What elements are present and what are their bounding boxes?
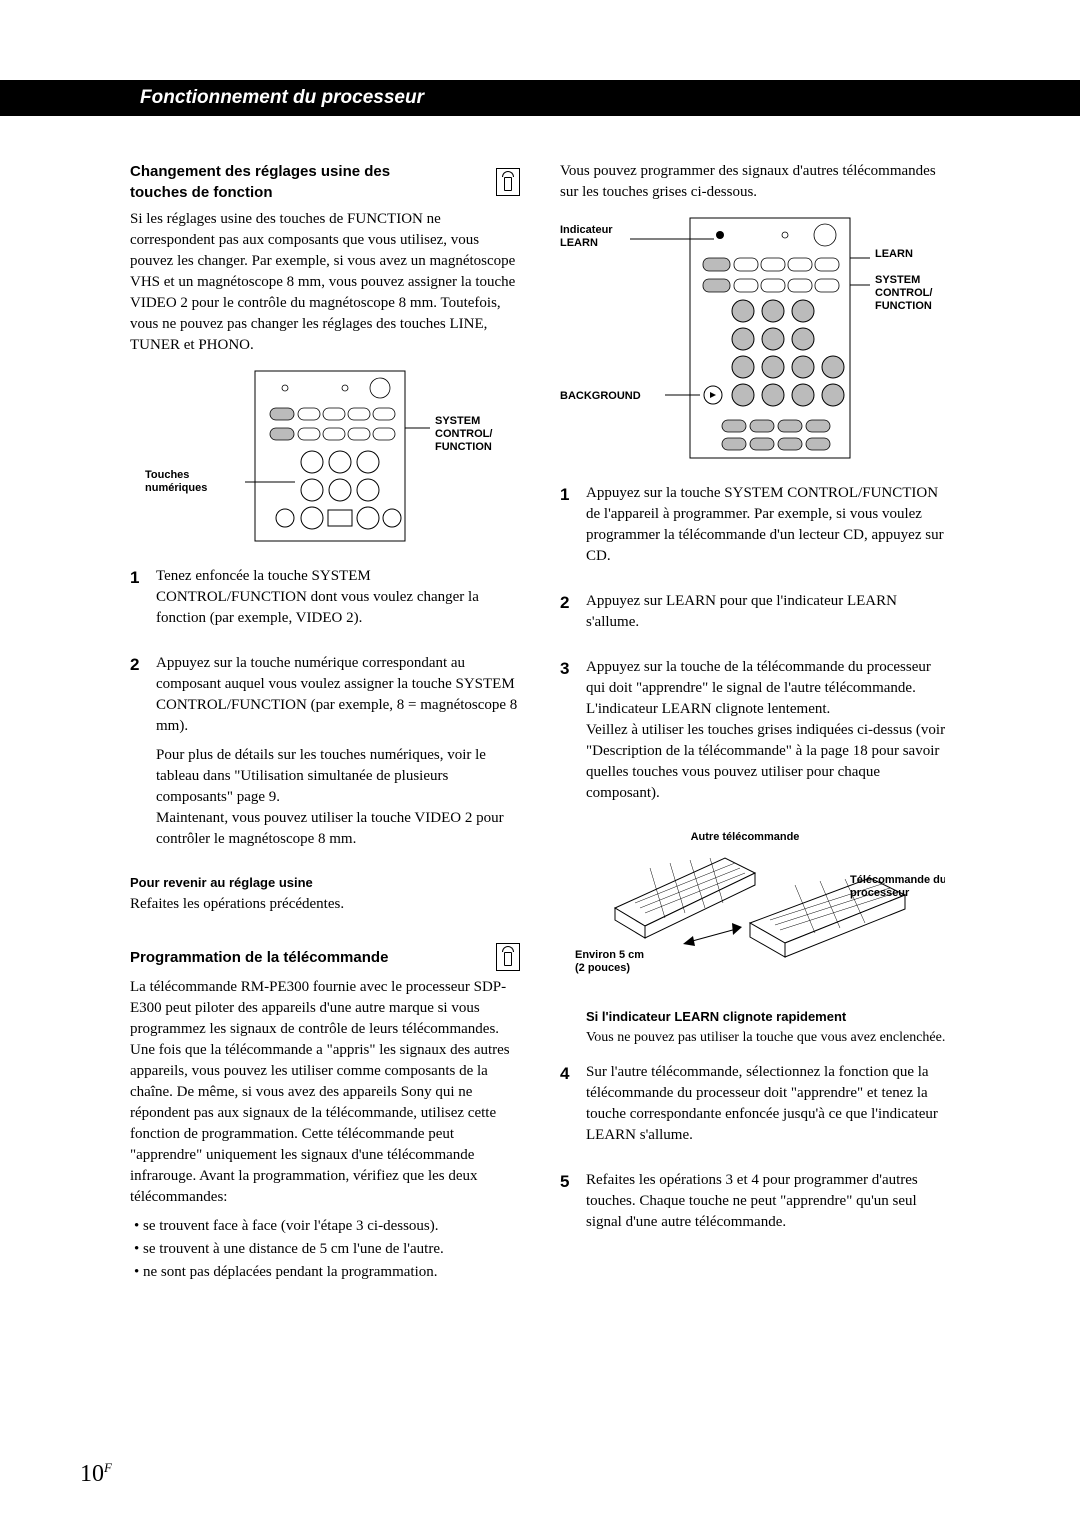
remote-icon bbox=[496, 168, 520, 196]
svg-text:Indicateur: Indicateur bbox=[560, 224, 613, 236]
svg-text:LEARN: LEARN bbox=[560, 237, 598, 249]
label-function: FUNCTION bbox=[435, 441, 492, 453]
svg-text:SYSTEM: SYSTEM bbox=[875, 274, 920, 286]
label-control: CONTROL/ bbox=[435, 428, 492, 440]
step-number: 1 bbox=[130, 566, 156, 637]
step-2-extra: Pour plus de détails sur les touches num… bbox=[156, 745, 520, 850]
label-system: SYSTEM bbox=[435, 415, 480, 427]
steps-list-2: 1 Appuyez sur la touche SYSTEM CONTROL/F… bbox=[560, 483, 950, 812]
svg-text:Environ 5 cm: Environ 5 cm bbox=[575, 949, 644, 961]
intro-paragraph-2: La télécommande RM-PE300 fournie avec le… bbox=[130, 977, 520, 1208]
page-number: 10F bbox=[80, 1460, 112, 1488]
bullet-item: se trouvent face à face (voir l'étape 3 … bbox=[134, 1216, 520, 1237]
step-number: 2 bbox=[130, 653, 156, 858]
label-touches: Touches bbox=[145, 469, 189, 481]
warn-body: Vous ne pouvez pas utiliser la touche qu… bbox=[586, 1028, 950, 1048]
svg-text:LEARN: LEARN bbox=[875, 248, 913, 260]
heading-programming-text: Programmation de la télécommande bbox=[130, 947, 388, 968]
intro-paragraph-1: Si les réglages usine des touches de FUN… bbox=[130, 209, 520, 356]
step-2-text: Appuyez sur la touche numérique correspo… bbox=[156, 653, 520, 737]
step-text: Appuyez sur la touche SYSTEM CONTROL/FUN… bbox=[586, 483, 950, 567]
left-column: Changement des réglages usine des touche… bbox=[130, 161, 520, 1285]
step-number: 2 bbox=[560, 591, 586, 641]
svg-text:processeur: processeur bbox=[850, 887, 910, 899]
svg-text:FUNCTION: FUNCTION bbox=[875, 300, 932, 312]
svg-text:BACKGROUND: BACKGROUND bbox=[560, 390, 641, 402]
right-intro: Vous pouvez programmer des signaux d'aut… bbox=[560, 161, 950, 203]
heading-change-settings: Changement des réglages usine des touche… bbox=[130, 161, 520, 203]
step-number: 1 bbox=[560, 483, 586, 575]
reset-heading: Pour revenir au réglage usine bbox=[130, 874, 520, 892]
reset-body: Refaites les opérations précédentes. bbox=[130, 894, 520, 915]
steps-list-2b: 4 Sur l'autre télécommande, sélectionnez… bbox=[560, 1062, 950, 1241]
remote-diagram-1: Touches numériques SYSTEM CONTROL/ FUNCT… bbox=[145, 366, 505, 546]
section-banner: Fonctionnement du processeur bbox=[0, 80, 1080, 116]
svg-text:CONTROL/: CONTROL/ bbox=[875, 287, 932, 299]
svg-text:Télécommande du: Télécommande du bbox=[850, 874, 945, 886]
step-number: 5 bbox=[560, 1170, 586, 1241]
remote-icon bbox=[496, 943, 520, 971]
right-column: Vous pouvez programmer des signaux d'aut… bbox=[560, 161, 950, 1285]
step-text: Appuyez sur LEARN pour que l'indicateur … bbox=[586, 591, 950, 633]
bullet-list: se trouvent face à face (voir l'étape 3 … bbox=[130, 1216, 520, 1283]
steps-list-1: 1 Tenez enfoncée la touche SYSTEM CONTRO… bbox=[130, 566, 520, 858]
label-numeriques: numériques bbox=[145, 482, 207, 494]
step-number: 3 bbox=[560, 657, 586, 812]
remote-diagram-2: Indicateur LEARN LEARN SYSTEM CONTROL/ F… bbox=[560, 213, 950, 463]
step-text: Refaites les opérations 3 et 4 pour prog… bbox=[586, 1170, 950, 1233]
bullet-item: se trouvent à une distance de 5 cm l'une… bbox=[134, 1239, 520, 1260]
two-remotes-diagram: Autre télécommande bbox=[565, 828, 945, 988]
step-text: Appuyez sur la touche de la télécommande… bbox=[586, 657, 950, 804]
step-1-text: Tenez enfoncée la touche SYSTEM CONTROL/… bbox=[156, 566, 520, 629]
svg-text:(2 pouces): (2 pouces) bbox=[575, 962, 630, 974]
bullet-item: ne sont pas déplacées pendant la program… bbox=[134, 1262, 520, 1283]
heading-change-settings-text: Changement des réglages usine des touche… bbox=[130, 161, 430, 203]
step-number: 4 bbox=[560, 1062, 586, 1154]
svg-text:Autre télécommande: Autre télécommande bbox=[691, 831, 800, 843]
warn-heading: Si l'indicateur LEARN clignote rapidemen… bbox=[586, 1008, 950, 1026]
heading-programming: Programmation de la télécommande bbox=[130, 943, 520, 971]
step-text: Sur l'autre télécommande, sélectionnez l… bbox=[586, 1062, 950, 1146]
